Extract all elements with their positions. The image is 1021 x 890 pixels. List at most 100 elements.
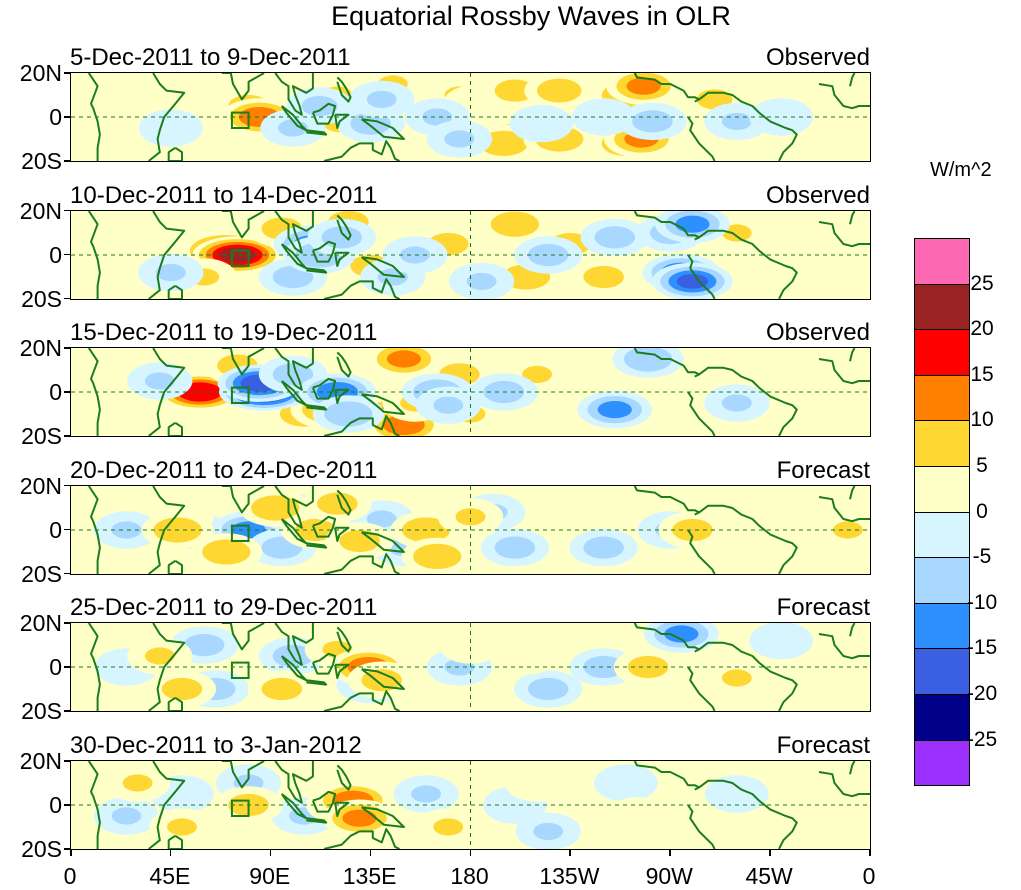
lat-tick-label: 20N: [19, 610, 62, 637]
contour-level: [111, 521, 142, 539]
colorbar-label: -25: [966, 727, 998, 751]
lon-tick-label: 0: [862, 863, 876, 889]
contour-level: [494, 536, 536, 559]
coastline: [818, 633, 870, 660]
map-panel: [70, 72, 871, 162]
lon-tick-label: 90W: [645, 863, 693, 889]
negative-anomaly: [514, 670, 583, 709]
coastline: [334, 526, 350, 542]
coastline: [221, 210, 265, 238]
coastline: [818, 358, 870, 385]
contour-level: [433, 396, 464, 414]
coastline: [323, 690, 400, 712]
lat-tick: [64, 572, 70, 575]
lon-tick: [769, 849, 771, 856]
contour-level: [455, 508, 486, 526]
lon-tick: [369, 849, 372, 856]
coastline: [167, 146, 183, 161]
coastline: [818, 495, 870, 522]
contour-level: [251, 495, 300, 521]
negative-anomaly: [127, 362, 193, 400]
positive-anomaly: [494, 637, 558, 676]
coastline: [687, 254, 716, 299]
map-panel: [70, 209, 871, 300]
panel-type-label: Observed: [765, 181, 870, 209]
lat-tick: [64, 435, 70, 437]
coastline: [361, 393, 405, 416]
negative-anomaly: [652, 262, 733, 299]
coastline: [148, 761, 186, 849]
lat-tick: [64, 666, 70, 668]
negative-anomaly: [312, 395, 385, 433]
coastline: [687, 391, 716, 437]
coastline: [336, 76, 352, 103]
lat-tick-label: 0: [49, 654, 62, 681]
contour-level: [536, 78, 582, 103]
positive-anomaly: [704, 659, 770, 698]
coastline: [336, 214, 352, 241]
lat-tick: [64, 72, 70, 74]
colorbar-swatch: [914, 374, 970, 422]
contour-level: [527, 500, 592, 538]
contour-level: [466, 272, 497, 290]
coastline: [698, 642, 798, 712]
contour-level: [413, 543, 462, 569]
coastline: [280, 793, 308, 820]
contour-level: [366, 510, 397, 528]
coastline: [633, 73, 701, 103]
contour-level: [583, 536, 624, 559]
reference-box: [230, 111, 250, 129]
positive-anomaly: [415, 808, 481, 846]
lat-tick-label: 0: [49, 379, 62, 406]
coastline: [306, 404, 328, 411]
lat-tick: [64, 253, 70, 256]
lat-tick-label: 20S: [21, 148, 62, 174]
coastline: [221, 348, 265, 376]
coastline: [311, 515, 337, 538]
reference-box: [230, 524, 250, 542]
panel-date-label: 30-Dec-2011 to 3-Jan-2012: [70, 732, 362, 759]
contour-level: [626, 77, 661, 95]
reference-box: [230, 249, 250, 267]
contour-level: [155, 263, 186, 281]
contour-level: [623, 348, 673, 372]
lat-tick: [64, 209, 70, 212]
coastline: [633, 485, 701, 516]
contour-level: [139, 109, 203, 147]
positive-anomaly: [127, 637, 193, 676]
coastline: [849, 485, 856, 500]
lat-tick-label: 20S: [21, 560, 62, 587]
contour-level: [144, 647, 175, 665]
negative-anomaly: [704, 775, 769, 813]
negative-anomaly: [349, 80, 415, 119]
negative-anomaly: [393, 775, 459, 813]
coastline: [323, 552, 400, 574]
coastline: [274, 73, 314, 116]
colorbar-swatch: [914, 511, 970, 559]
contour-level: [749, 623, 814, 660]
panel-type-label: Forecast: [776, 732, 870, 759]
contour-level: [366, 90, 397, 108]
negative-anomaly: [749, 623, 814, 660]
contour-level: [342, 809, 377, 827]
lon-tick-label: 0: [63, 863, 77, 889]
negative-anomaly: [514, 235, 583, 274]
contour-level: [664, 625, 699, 643]
colorbar-label: 20: [970, 317, 994, 341]
contour-level: [721, 224, 752, 242]
coastline: [87, 485, 101, 574]
map-panel: [70, 484, 871, 575]
coastline: [336, 627, 352, 653]
coastline: [336, 351, 352, 378]
coastline: [687, 666, 716, 712]
negative-anomaly: [415, 386, 481, 425]
colorbar-swatch: [914, 739, 970, 787]
colorbar-label: -5: [972, 545, 992, 569]
colorbar-label: -15: [966, 636, 998, 660]
coastline: [687, 116, 716, 161]
coastline: [167, 834, 183, 849]
coastline: [334, 388, 350, 405]
positive-anomaly: [569, 257, 638, 296]
colorbar-label: 15: [970, 362, 994, 386]
positive-anomaly: [527, 500, 592, 538]
